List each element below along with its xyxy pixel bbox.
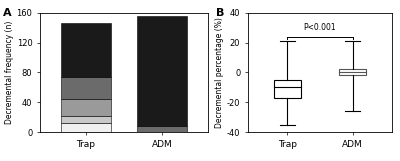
Bar — [339, 70, 366, 76]
Bar — [61, 123, 111, 132]
Bar — [274, 80, 301, 98]
Bar — [61, 23, 111, 77]
Text: B: B — [216, 8, 225, 18]
Bar — [137, 16, 187, 126]
Bar — [61, 116, 111, 123]
Bar — [61, 77, 111, 99]
Y-axis label: Decremental frequency (n): Decremental frequency (n) — [5, 21, 14, 124]
Text: P<0.001: P<0.001 — [304, 23, 336, 32]
Legend: <5%, ≥5%, ≥10%, ≥15%, ≥20%: <5%, ≥5%, ≥10%, ≥15%, ≥20% — [258, 15, 292, 49]
Bar — [137, 126, 187, 132]
Bar — [61, 99, 111, 116]
Y-axis label: Decremental percentage (%): Decremental percentage (%) — [215, 17, 224, 128]
Text: A: A — [3, 8, 12, 18]
